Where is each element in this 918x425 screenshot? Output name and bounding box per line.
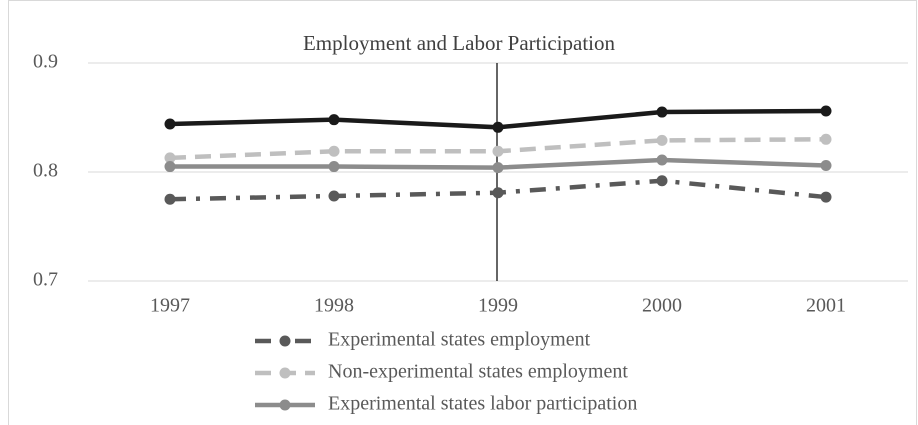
data-point	[328, 190, 340, 202]
data-point	[820, 191, 832, 203]
legend-label: Experimental states labor participation	[328, 393, 637, 415]
data-point	[492, 162, 504, 174]
chart-border	[8, 0, 917, 425]
data-point	[328, 145, 340, 157]
data-point	[820, 159, 832, 171]
y-tick-label: 0.8	[33, 160, 58, 182]
chart-title: Employment and Labor Participation	[303, 31, 616, 55]
legend-label: Non-experimental states employment	[328, 361, 628, 383]
legend-marker	[279, 367, 291, 379]
y-tick-label: 0.7	[33, 269, 58, 291]
data-point	[492, 187, 504, 199]
x-tick-label: 2001	[806, 295, 846, 317]
data-point	[656, 134, 668, 146]
legend-marker	[279, 335, 291, 347]
y-tick-label: 0.9	[33, 51, 58, 73]
data-point	[164, 152, 176, 164]
data-point	[656, 175, 668, 187]
x-tick-label: 1998	[314, 295, 354, 317]
x-tick-label: 1999	[478, 295, 518, 317]
data-point	[492, 145, 504, 157]
data-point	[656, 106, 668, 118]
x-tick-label: 2000	[642, 295, 682, 317]
legend-marker	[279, 399, 291, 411]
legend-label: Experimental states employment	[328, 329, 591, 351]
data-point	[820, 105, 832, 117]
data-point	[164, 118, 176, 130]
data-point	[656, 154, 668, 166]
data-point	[492, 121, 504, 133]
data-point	[164, 161, 176, 173]
data-point	[328, 161, 340, 173]
data-point	[164, 193, 176, 205]
data-point	[820, 133, 832, 145]
x-tick-label: 1997	[150, 295, 190, 317]
data-point	[328, 114, 340, 126]
